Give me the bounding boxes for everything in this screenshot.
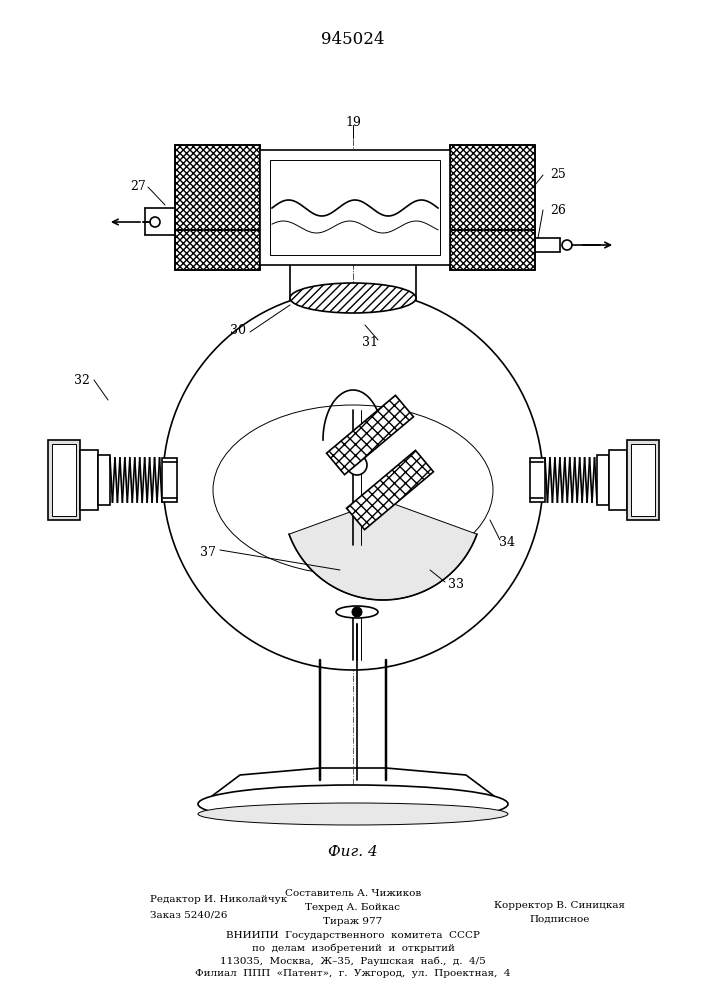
Text: по  делам  изобретений  и  открытий: по делам изобретений и открытий [252,943,455,953]
Text: Тираж 977: Тираж 977 [323,916,382,926]
Text: Филиал  ППП  «Патент»,  г.  Ужгород,  ул.  Проектная,  4: Филиал ППП «Патент», г. Ужгород, ул. Про… [195,970,510,978]
Text: 26: 26 [550,204,566,217]
Text: Фиг. 4: Фиг. 4 [328,845,378,859]
Ellipse shape [213,405,493,575]
Circle shape [150,217,160,227]
Text: 113035,  Москва,  Ж–35,  Раушская  наб.,  д.  4/5: 113035, Москва, Ж–35, Раушская наб., д. … [220,956,486,966]
Bar [162,458,177,502]
Bar [627,440,659,520]
Polygon shape [346,450,433,530]
Bar [609,450,627,510]
Bar [530,458,545,502]
Text: 19: 19 [345,115,361,128]
Bar [450,145,535,230]
Text: Составитель А. Чижиков: Составитель А. Чижиков [285,888,421,898]
Bar [450,230,535,270]
Ellipse shape [290,283,416,313]
Text: 945024: 945024 [321,31,385,48]
Bar [80,450,98,510]
Text: Редактор И. Николайчук: Редактор И. Николайчук [150,896,287,904]
Bar [260,150,450,265]
Polygon shape [289,500,477,600]
Bar [98,455,110,505]
Text: 25: 25 [550,168,566,182]
Bar [175,145,260,230]
Bar [48,440,80,520]
Text: ВНИИПИ  Государственного  комитета  СССР: ВНИИПИ Государственного комитета СССР [226,930,480,940]
Bar [175,230,260,270]
Text: 30: 30 [230,324,246,336]
Bar [597,455,609,505]
Ellipse shape [198,803,508,825]
Bar [450,145,535,230]
Text: Подписное: Подписное [530,914,590,924]
Circle shape [347,455,367,475]
Bar [52,444,76,516]
Bar [450,230,535,270]
Text: 31: 31 [362,336,378,349]
Bar [175,145,260,230]
Text: Заказ 5240/26: Заказ 5240/26 [150,910,228,920]
Ellipse shape [336,606,378,618]
Text: 34: 34 [499,536,515,548]
Circle shape [352,607,362,617]
Bar [631,444,655,516]
Text: 37: 37 [200,546,216,558]
Bar [270,160,440,255]
Circle shape [562,240,572,250]
Text: 32: 32 [74,373,90,386]
Polygon shape [327,395,414,475]
Text: 27: 27 [130,180,146,194]
Bar [175,230,260,270]
Text: Корректор В. Синицкая: Корректор В. Синицкая [494,900,626,910]
Text: Техред А. Бойкас: Техред А. Бойкас [305,902,400,912]
Text: 33: 33 [448,578,464,591]
Circle shape [163,290,543,670]
Ellipse shape [198,785,508,823]
